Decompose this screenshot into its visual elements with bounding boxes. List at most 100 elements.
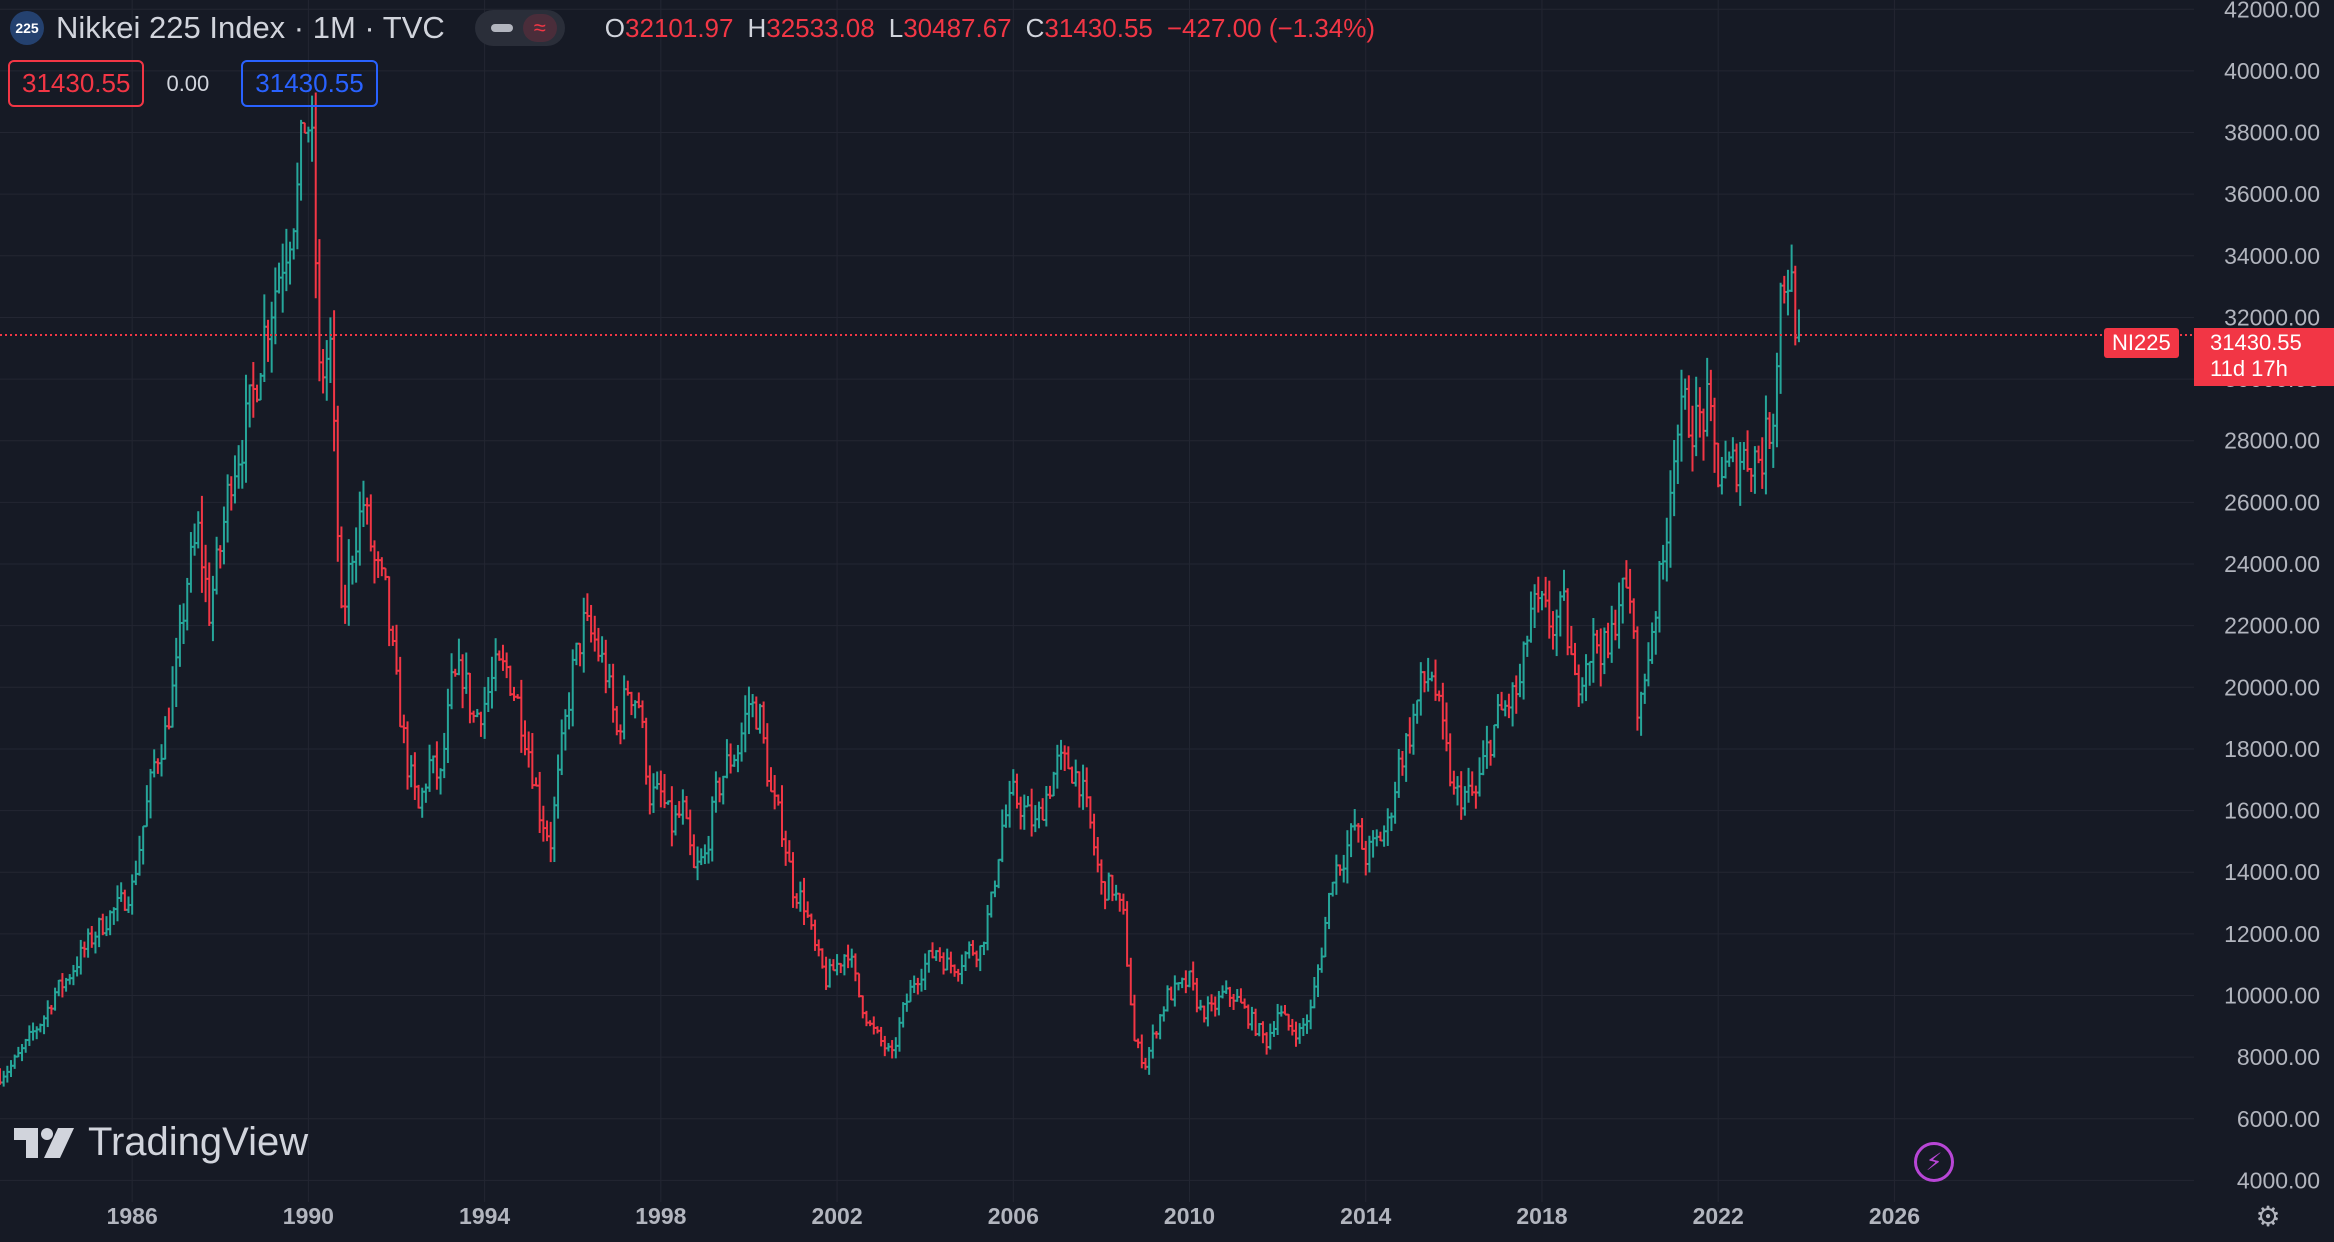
ohlc-bar bbox=[1558, 591, 1563, 637]
ohlc-bar bbox=[1741, 442, 1746, 470]
ohlc-bar bbox=[159, 744, 164, 777]
ohlc-bar bbox=[1470, 771, 1475, 796]
ohlc-bar bbox=[706, 835, 711, 864]
symbol-title[interactable]: Nikkei 225 Index · 1M · TVC bbox=[56, 10, 445, 45]
ohlc-bar bbox=[1000, 809, 1005, 863]
price-axis[interactable]: 4000.00 6000.00 8000.00 10000.00 12000.00 140… bbox=[2224, 0, 2320, 1193]
y-tick-label: 16000.00 bbox=[2224, 798, 2320, 824]
ohlc-bar bbox=[1613, 609, 1618, 641]
ohlc-bar bbox=[1297, 1023, 1302, 1044]
ohlc-bar bbox=[1426, 657, 1431, 692]
minimize-icon[interactable] bbox=[490, 24, 513, 32]
bar-countdown: 11d 17h bbox=[2210, 356, 2288, 381]
x-tick-label: 2010 bbox=[1164, 1203, 1215, 1229]
ohlc-bar bbox=[343, 584, 348, 624]
ohlc-bar bbox=[1517, 663, 1522, 698]
ohlc-bar bbox=[148, 768, 153, 819]
change-value: −427.00 (−1.34%) bbox=[1166, 12, 1376, 43]
ohlc-bar bbox=[673, 805, 678, 836]
x-tick-label: 1998 bbox=[635, 1203, 686, 1229]
ohlc-bar bbox=[104, 916, 109, 937]
ohlc-bar bbox=[1561, 569, 1566, 601]
wave-icon[interactable]: ≈ bbox=[522, 14, 557, 42]
x-tick-label: 1990 bbox=[283, 1203, 334, 1229]
ohlc-bar bbox=[956, 968, 961, 982]
ohlc-bar bbox=[1503, 700, 1508, 717]
ohlc-bar bbox=[236, 445, 241, 489]
ohlc-bar bbox=[122, 889, 127, 911]
ohlc-bar bbox=[1657, 560, 1662, 633]
ohlc-bar bbox=[677, 801, 682, 818]
ohlc-bar bbox=[152, 749, 157, 778]
ohlc-bar bbox=[1238, 988, 1243, 1004]
ohlc-bar bbox=[1576, 664, 1581, 707]
ohlc-bar bbox=[1132, 994, 1137, 1042]
tradingview-logo[interactable]: TradingView bbox=[14, 1120, 308, 1165]
ohlc-bar bbox=[445, 688, 450, 764]
ohlc-bar bbox=[1573, 642, 1578, 676]
open-value: 32101.97 bbox=[625, 12, 734, 43]
ohlc-bar bbox=[1249, 1006, 1254, 1031]
sell-button[interactable]: 31430.55 bbox=[8, 60, 145, 107]
ohlc-bar bbox=[111, 907, 116, 925]
ohlc-bar bbox=[1341, 854, 1346, 883]
symbol-logo-icon[interactable]: 225 bbox=[10, 11, 44, 45]
time-axis[interactable]: 1986 1990 1994 1998 2002 2006 2010 2014 2018 2022… bbox=[107, 1203, 1920, 1229]
ohlc-bar bbox=[1686, 375, 1691, 438]
ohlc-bar bbox=[258, 372, 263, 401]
ohlc-bar bbox=[721, 775, 726, 805]
ohlc-bar bbox=[199, 495, 204, 593]
ohlc-bar bbox=[376, 551, 381, 578]
ohlc-bar bbox=[203, 544, 208, 603]
ohlc-bar bbox=[1371, 830, 1376, 858]
ohlc-bar bbox=[596, 627, 601, 662]
ohlc-bar bbox=[915, 977, 920, 995]
ohlc-bar bbox=[1282, 1004, 1287, 1016]
ohlc-bar bbox=[1448, 733, 1453, 787]
ohlc-bar bbox=[1756, 445, 1761, 464]
ohlc-bar bbox=[680, 789, 685, 825]
ohlc-bar bbox=[1550, 611, 1555, 650]
ohlc-bar bbox=[489, 656, 494, 709]
ohlc-bar bbox=[1114, 884, 1119, 901]
settings-icon[interactable]: ⚙ bbox=[2255, 1200, 2281, 1232]
ohlc-bar bbox=[401, 714, 406, 744]
ohlc-bar bbox=[1587, 660, 1592, 686]
ohlc-bar bbox=[1499, 691, 1504, 711]
ohlc-bar bbox=[515, 694, 520, 699]
ohlc-bar bbox=[614, 706, 619, 736]
ohlc-bar bbox=[357, 491, 362, 566]
x-tick-label: 2022 bbox=[1693, 1203, 1744, 1229]
ohlc-bar bbox=[750, 694, 755, 718]
ohlc-bar bbox=[464, 652, 469, 694]
ohlc-bar bbox=[1716, 442, 1721, 488]
x-tick-label: 2006 bbox=[988, 1203, 1039, 1229]
ohlc-bar bbox=[1683, 378, 1688, 410]
ohlc-bar bbox=[662, 774, 667, 809]
ohlc-bar bbox=[710, 796, 715, 862]
ohlc-bar bbox=[897, 1017, 902, 1052]
ohlc-bar bbox=[824, 956, 829, 990]
ohlc-bar bbox=[585, 593, 590, 622]
ohlc-bar bbox=[1749, 468, 1754, 493]
ohlc-bar bbox=[1565, 588, 1570, 656]
ohlc-bar bbox=[31, 1022, 36, 1041]
ohlc-bar bbox=[1036, 801, 1041, 829]
ohlc-bar bbox=[526, 731, 531, 768]
ohlc-bar bbox=[130, 874, 135, 915]
x-tick-label: 1994 bbox=[459, 1203, 510, 1229]
buy-button[interactable]: 31430.55 bbox=[241, 60, 378, 107]
high-label: H bbox=[747, 12, 767, 43]
flash-icon[interactable]: ⚡ bbox=[1914, 1142, 1954, 1182]
y-tick-label: 36000.00 bbox=[2224, 181, 2320, 207]
indicator-toggles[interactable]: ≈ bbox=[474, 10, 565, 46]
ohlc-bar bbox=[1462, 786, 1467, 816]
ohlc-bar bbox=[886, 1043, 891, 1052]
ohlc-bar bbox=[724, 739, 729, 779]
ohlc-bar bbox=[1650, 622, 1655, 664]
ohlc-bar bbox=[372, 540, 377, 584]
ohlc-bar bbox=[1422, 671, 1427, 693]
ohlc-bar bbox=[691, 834, 696, 869]
ohlc-bar bbox=[871, 1016, 876, 1035]
